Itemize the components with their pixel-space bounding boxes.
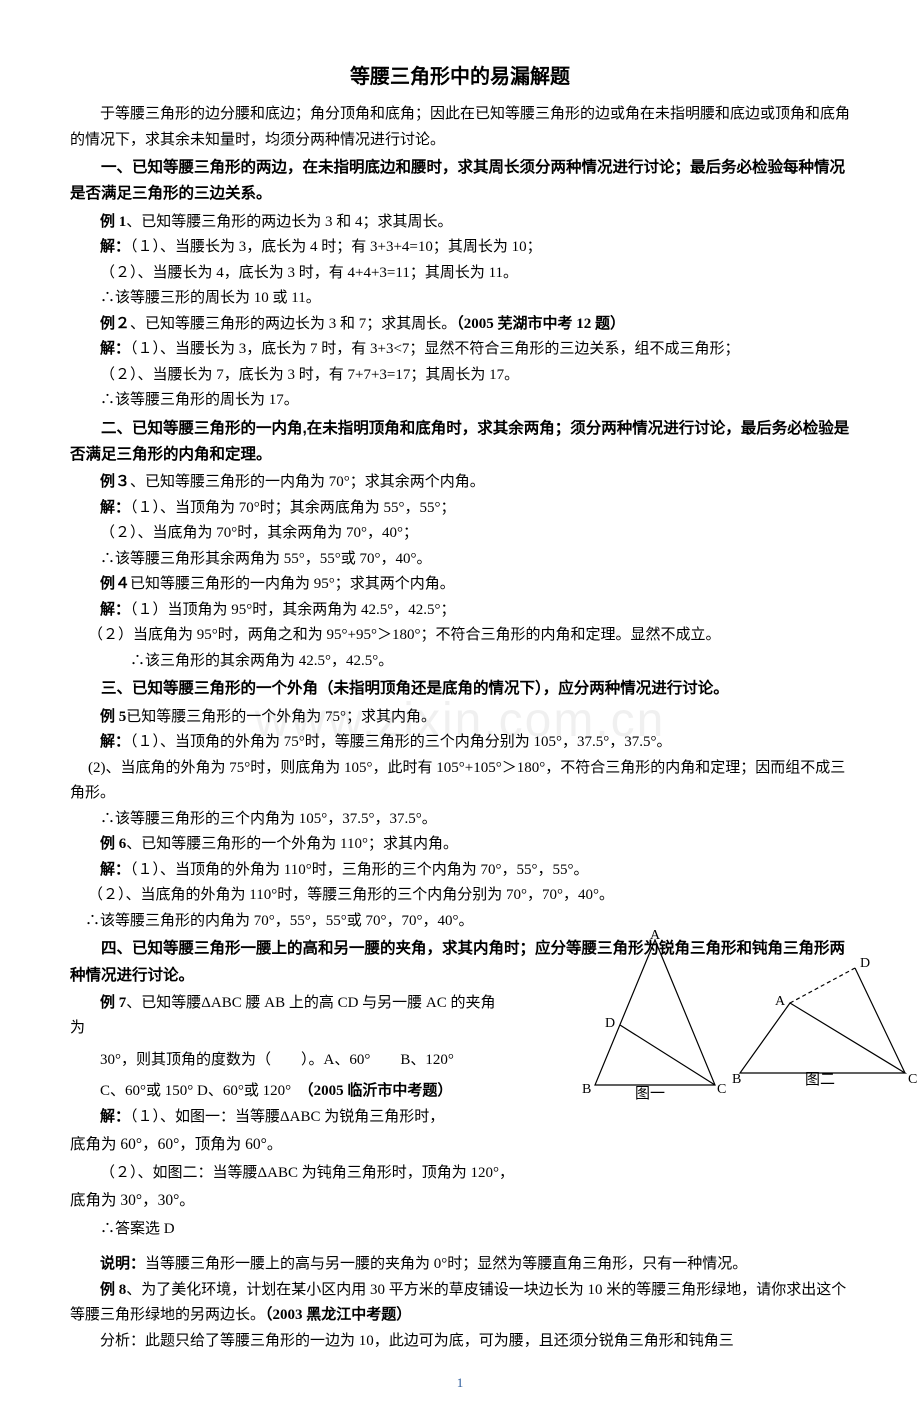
example-1-text: 、已知等腰三角形的两边长为 3 和 4；求其周长。	[126, 214, 452, 230]
solution-text: （１）、当顶角的外角为 110°时，三角形的三个内角为 70°，55°，55°。	[130, 862, 588, 878]
example-7-line2: 30°，则其顶角的度数为（ ）。A、60° B、120°	[70, 1048, 510, 1074]
example-3-solution-1: 解：（１）、当顶角为 70°时；其余两底角为 55°，55°；	[70, 496, 850, 522]
example-7-solution-1b: 底角为 60°，60°，顶角为 60°。	[70, 1132, 510, 1158]
example-7-text: 、已知等腰ΔABC 腰 AB 上的高 CD 与另一腰 AC 的夹角为	[70, 995, 496, 1037]
example-6: 例 6、已知等腰三角形的一个外角为 110°；求其内角。	[70, 832, 850, 858]
example-5-solution-1: 解：（１）、当顶角的外角为 75°时，等腰三角形的三个内角分别为 105°，37…	[70, 730, 850, 756]
example-4: 例４已知等腰三角形的一内角为 95°；求其两个内角。	[70, 572, 850, 598]
example-4-solution-2: （２）当底角为 95°时，两角之和为 95°+95°＞180°；不符合三角形的内…	[70, 623, 850, 649]
example-3-solution-2: （２）、当底角为 70°时，其余两角为 70°，40°；	[70, 521, 850, 547]
example-2-solution-2: （２）、当腰长为 7，底长为 3 时，有 7+7+3=17；其周长为 17。	[70, 363, 850, 389]
document-body: 等腰三角形中的易漏解题 于等腰三角形的边分腰和底边；角分顶角和底角；因此在已知等…	[70, 60, 850, 1354]
example-5-label: 例 5	[100, 709, 126, 725]
solution-text: （１）、当顶角的外角为 75°时，等腰三角形的三个内角分别为 105°，37.5…	[130, 734, 672, 750]
solution-text: （１）、当腰长为 3，底长为 7 时，有 3+3<7；显然不符合三角形的三边关系…	[130, 341, 739, 357]
example-8: 例 8、为了美化环境，计划在某小区内用 30 平方米的草皮铺设一块边长为 10 …	[70, 1278, 850, 1329]
example-6-label: 例 6	[100, 836, 126, 852]
example-6-solution-1: 解：（１）、当顶角的外角为 110°时，三角形的三个内角为 70°，55°，55…	[70, 858, 850, 884]
example-7-note: 说明：当等腰三角形一腰上的高与另一腰的夹角为 0°时；显然为等腰直角三角形，只有…	[70, 1252, 850, 1278]
solution-text: （１）、如图一：当等腰ΔABC 为锐角三角形时，	[130, 1109, 444, 1125]
example-7: 例 7、已知等腰ΔABC 腰 AB 上的高 CD 与另一腰 AC 的夹角为	[70, 991, 510, 1042]
example-1-label: 例 1	[100, 214, 126, 230]
solution-text: （１）、当腰长为 3，底长为 4 时；有 3+3+4=10；其周长为 10；	[130, 239, 542, 255]
example-1-solution-2: （２）、当腰长为 4，底长为 3 时，有 4+4+3=11；其周长为 11。	[70, 261, 850, 287]
example-8-label: 例 8	[100, 1282, 126, 1298]
example-7-source: （2005 临沂市中考题）	[306, 1083, 452, 1099]
example-3-conclusion: ∴该等腰三角形其余两角为 55°，55°或 70°，40°。	[70, 547, 850, 573]
fig1-label-A: A	[650, 924, 660, 948]
solution-label: 解：	[100, 602, 130, 618]
fig1-label-B: B	[582, 1078, 591, 1102]
solution-label: 解：	[100, 1109, 130, 1125]
figure-2-svg	[730, 948, 915, 1088]
example-2: 例２、已知等腰三角形的两边长为 3 和 7；求其周长。（2005 芜湖市中考 1…	[70, 312, 850, 338]
note-label: 说明：	[100, 1256, 145, 1272]
page-title: 等腰三角形中的易漏解题	[70, 60, 850, 94]
solution-label: 解：	[100, 239, 130, 255]
example-2-solution-1: 解：（１）、当腰长为 3，底长为 7 时，有 3+3<7；显然不符合三角形的三边…	[70, 337, 850, 363]
example-8-text: 、为了美化环境，计划在某小区内用 30 平方米的草皮铺设一块边长为 10 米的等…	[70, 1282, 846, 1324]
example-7-line3: C、60°或 150° D、60°或 120° （2005 临沂市中考题）	[70, 1079, 510, 1105]
example-2-source: （2005 芜湖市中考 12 题）	[456, 316, 625, 332]
fig2-label-D: D	[860, 952, 870, 976]
section-2-heading: 二、已知等腰三角形的一内角,在未指明顶角和底角时，求其余两角；须分两种情况进行讨…	[70, 416, 850, 469]
fig2-caption: 图二	[805, 1068, 835, 1094]
example-3-text: 、已知等腰三角形的一内角为 70°；求其余两个内角。	[130, 474, 485, 490]
fig2-label-C: C	[908, 1068, 917, 1092]
example-2-conclusion: ∴该等腰三角形的周长为 17。	[70, 388, 850, 414]
example-5-text: 已知等腰三角形的一个外角为 75°；求其内角。	[126, 709, 436, 725]
note-text: 当等腰三角形一腰上的高与另一腰的夹角为 0°时；显然为等腰直角三角形，只有一种情…	[145, 1256, 747, 1272]
page-number: 1	[0, 1372, 920, 1394]
example-5: 例 5已知等腰三角形的一个外角为 75°；求其内角。	[70, 705, 850, 731]
example-1-solution-1: 解：（１）、当腰长为 3，底长为 4 时；有 3+3+4=10；其周长为 10；	[70, 235, 850, 261]
example-3: 例３、已知等腰三角形的一内角为 70°；求其余两个内角。	[70, 470, 850, 496]
example-7-solution-2a: （２）、如图二：当等腰ΔABC 为钝角三角形时，顶角为 120°，	[70, 1161, 550, 1187]
fig1-label-C: C	[717, 1078, 726, 1102]
example-8-source: （2003 黑龙江中考题）	[265, 1307, 411, 1323]
example-1: 例 1、已知等腰三角形的两边长为 3 和 4；求其周长。	[70, 210, 850, 236]
example-4-conclusion: ∴该三角形的其余两角为 42.5°，42.5°。	[70, 649, 850, 675]
example-5-solution-2: (2)、当底角的外角为 75°时，则底角为 105°，此时有 105°+105°…	[70, 756, 850, 807]
example-1-conclusion: ∴该等腰三形的周长为 10 或 11。	[70, 286, 850, 312]
example-7-solution-1a: 解：（１）、如图一：当等腰ΔABC 为锐角三角形时，	[70, 1105, 510, 1131]
example-6-text: 、已知等腰三角形的一个外角为 110°；求其内角。	[126, 836, 458, 852]
example-2-text: 、已知等腰三角形的两边长为 3 和 7；求其周长。	[130, 316, 456, 332]
fig1-label-D: D	[605, 1012, 615, 1036]
example-4-label: 例４	[100, 576, 130, 592]
intro-paragraph: 于等腰三角形的边分腰和底边；角分顶角和底角；因此在已知等腰三角形的边或角在未指明…	[70, 102, 850, 153]
example-7-options: C、60°或 150° D、60°或 120°	[100, 1083, 291, 1099]
figures-container: A B C D 图一 A B C D 图二	[580, 930, 910, 1120]
example-7-solution-2b: 底角为 30°，30°。	[70, 1188, 850, 1214]
section-3-heading: 三、已知等腰三角形的一个外角（未指明顶角还是底角的情况下），应分两种情况进行讨论…	[70, 676, 850, 702]
solution-label: 解：	[100, 341, 130, 357]
example-7-label: 例 7	[100, 995, 126, 1011]
example-5-conclusion: ∴该等腰三角形的三个内角为 105°，37.5°，37.5°。	[70, 807, 850, 833]
solution-label: 解：	[100, 734, 130, 750]
example-2-label: 例２	[100, 316, 130, 332]
example-7-conclusion: ∴答案选 D	[70, 1217, 850, 1243]
fig2-label-B: B	[732, 1068, 741, 1092]
example-3-label: 例３	[100, 474, 130, 490]
fig2-label-A: A	[775, 990, 785, 1014]
example-4-text: 已知等腰三角形的一内角为 95°；求其两个内角。	[130, 576, 455, 592]
example-6-solution-2: （２）、当底角的外角为 110°时，等腰三角形的三个内角分别为 70°，70°，…	[70, 883, 850, 909]
solution-label: 解：	[100, 500, 130, 516]
fig1-caption: 图一	[635, 1082, 665, 1108]
example-8-analysis: 分析：此题只给了等腰三角形的一边为 10，此边可为底，可为腰，且还须分锐角三角形…	[70, 1329, 850, 1355]
solution-text: （１）、当顶角为 70°时；其余两底角为 55°，55°；	[130, 500, 456, 516]
section-1-heading: 一、已知等腰三角形的两边，在未指明底边和腰时，求其周长须分两种情况进行讨论；最后…	[70, 155, 850, 208]
solution-label: 解：	[100, 862, 130, 878]
solution-text: （１）当顶角为 95°时，其余两角为 42.5°，42.5°；	[130, 602, 456, 618]
example-4-solution-1: 解：（１）当顶角为 95°时，其余两角为 42.5°，42.5°；	[70, 598, 850, 624]
figure-1-svg	[580, 930, 730, 1105]
